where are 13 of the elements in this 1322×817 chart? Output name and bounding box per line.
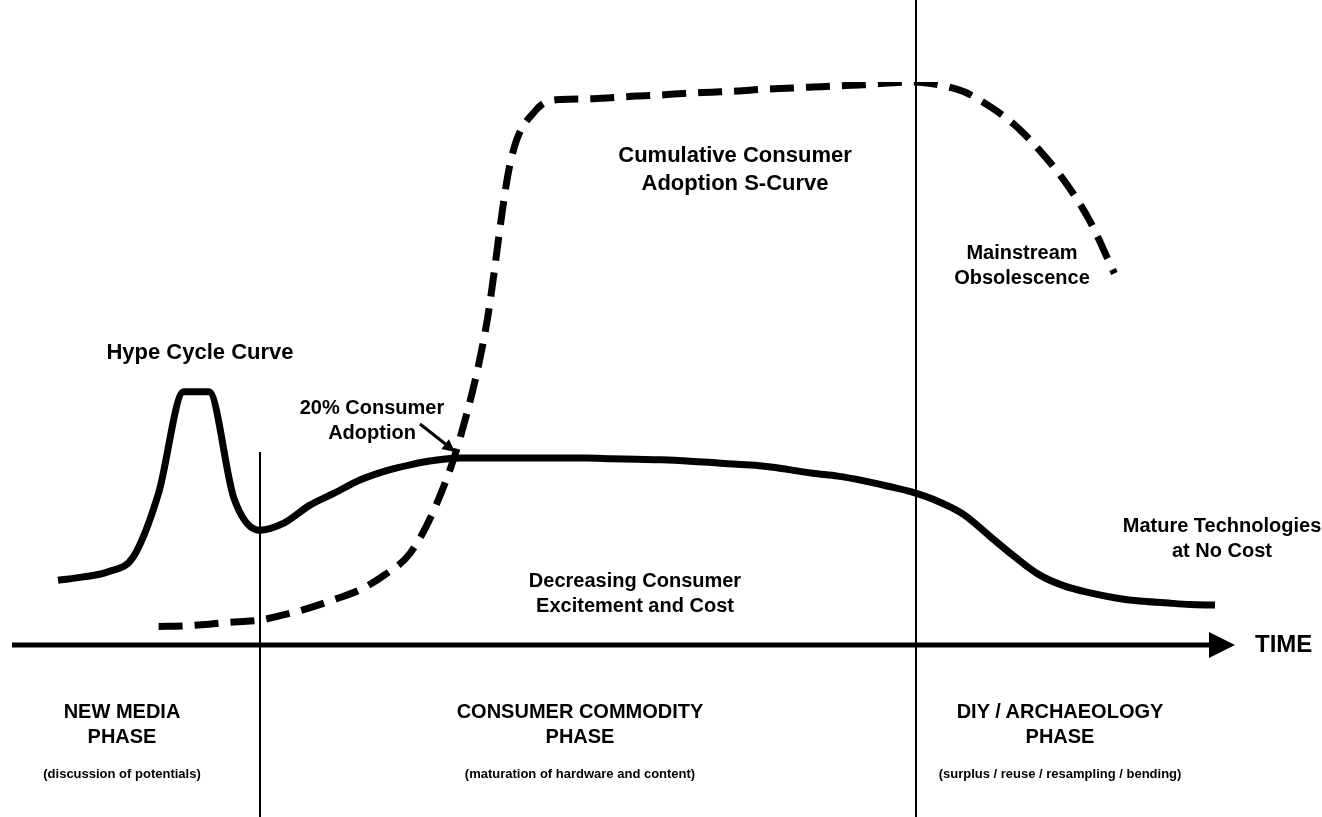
text: (surplus / reuse / resampling / bending) xyxy=(938,766,1182,782)
text: CONSUMER COMMODITY PHASE xyxy=(456,699,704,747)
annotation: 20% Consumer Adoption xyxy=(299,395,445,443)
text: Cumulative Consumer Adoption S-Curve xyxy=(618,142,853,196)
text: NEW MEDIA PHASE xyxy=(63,699,181,747)
text: (maturation of hardware and content) xyxy=(464,766,696,782)
annotation: Decreasing Consumer Excitement and Cost xyxy=(528,568,742,616)
x-axis-title: TIME xyxy=(1255,629,1313,657)
series-label: Hype Cycle Curve xyxy=(106,339,294,365)
annotation: Mainstream Obsolescence xyxy=(954,240,1090,288)
text: (discussion of potentials) xyxy=(43,766,201,782)
annotation: Mature Technologies at No Cost xyxy=(1122,513,1322,561)
text: DIY / ARCHAEOLOGY PHASE xyxy=(956,699,1164,747)
